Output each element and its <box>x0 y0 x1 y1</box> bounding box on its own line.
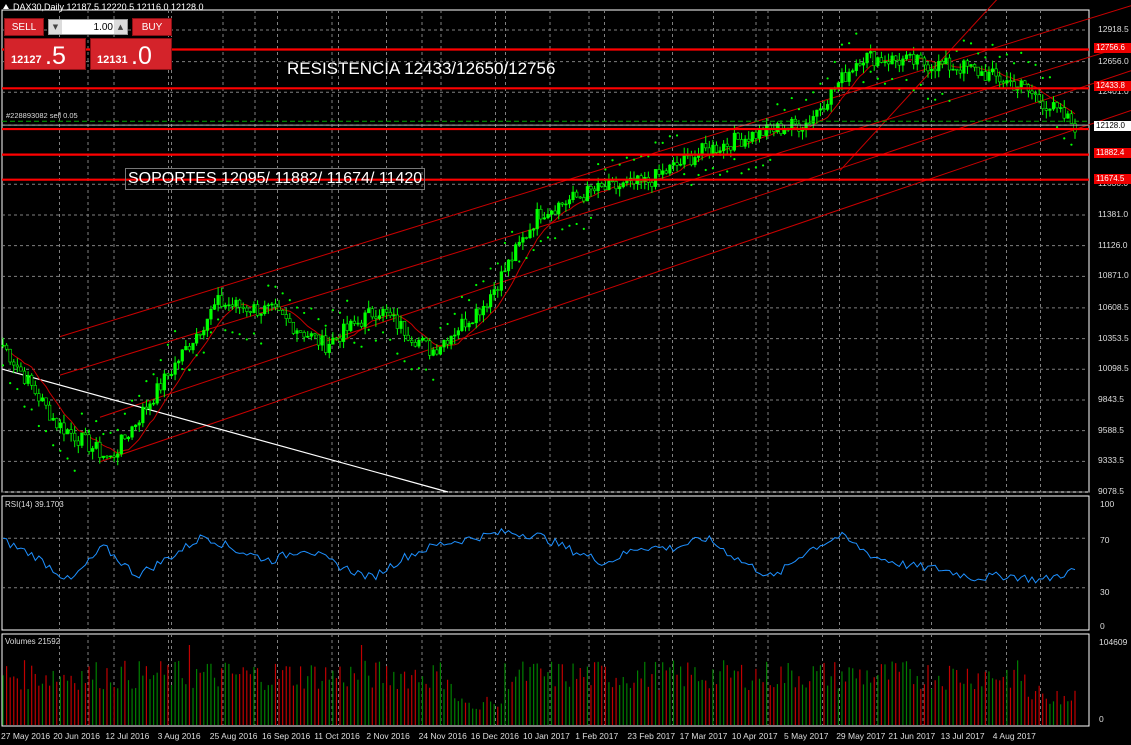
time-axis-label: 10 Apr 2017 <box>731 731 778 741</box>
lot-size-stepper[interactable]: ▼ ▲ <box>48 19 128 35</box>
time-axis-label: 3 Aug 2016 <box>157 731 201 741</box>
chart-title: DAX30,Daily 12187.5 12220.5 12116.0 1212… <box>3 2 204 12</box>
buy-button[interactable]: BUY <box>132 18 172 36</box>
time-axis-label: 10 Jan 2017 <box>523 731 570 741</box>
price-axis-label: 10871.0 <box>1098 270 1129 281</box>
regression-channel <box>59 0 1131 463</box>
rsi-axis-label: 30 <box>1100 587 1110 597</box>
grid <box>2 10 1089 726</box>
price-axis-label: 9588.5 <box>1098 424 1124 435</box>
time-axis-label: 12 Jul 2016 <box>105 731 150 741</box>
time-axis-label: 11 Oct 2016 <box>314 731 360 741</box>
price-axis-label: 12656.0 <box>1098 55 1129 66</box>
price-tag: 12128.0 <box>1094 121 1131 131</box>
buy-price-pips: .0 <box>131 42 152 70</box>
price-tag: 11674.5 <box>1094 174 1131 184</box>
rsi-label: RSI(14) 39.1703 <box>5 500 64 509</box>
price-tag: 12756.6 <box>1094 43 1131 53</box>
candles <box>1 44 1077 466</box>
downtrend-line <box>1 368 449 493</box>
rsi-line <box>2 527 1076 584</box>
price-axis-label: 9333.5 <box>1098 455 1124 466</box>
price-tag: 12433.8 <box>1094 81 1131 91</box>
increase-lot-icon[interactable]: ▲ <box>114 20 127 34</box>
price-axis-label: 11126.0 <box>1098 239 1128 250</box>
price-axis-label: 11381.0 <box>1098 208 1129 219</box>
rsi-axis-label: 70 <box>1100 535 1110 545</box>
open-order-label: #228893082 sell 0.05 <box>6 111 78 120</box>
buy-price-button[interactable]: 12131 .0 <box>90 38 172 70</box>
price-tag: 11882.4 <box>1094 148 1131 158</box>
price-axis-label: 10098.5 <box>1098 363 1129 374</box>
time-axis-label: 5 May 2017 <box>784 731 829 741</box>
lot-size-input[interactable] <box>63 20 115 34</box>
buy-price-main: 12131 <box>97 54 128 66</box>
time-axis-label: 4 Aug 2017 <box>992 731 1036 741</box>
price-axis-label: 10608.5 <box>1098 301 1129 312</box>
time-axis-label: 29 May 2017 <box>836 731 886 741</box>
sell-price-button[interactable]: 12127 .5 <box>4 38 86 70</box>
decrease-lot-icon[interactable]: ▼ <box>49 20 62 34</box>
volumes-label: Volumes 21592 <box>5 637 61 646</box>
rsi-axis-label: 0 <box>1100 621 1105 631</box>
time-axis-label: 25 Aug 2016 <box>209 731 258 741</box>
time-axis-label: 17 Mar 2017 <box>679 731 728 741</box>
time-axis-label: 27 May 2016 <box>1 731 51 741</box>
price-axis-label: 12918.5 <box>1098 24 1129 34</box>
volume-axis-label: 0 <box>1099 714 1104 724</box>
collapse-triangle-icon[interactable] <box>3 4 9 9</box>
sell-price-pips: .5 <box>45 42 66 70</box>
symbol-ohlc-text: DAX30,Daily 12187.5 12220.5 12116.0 1212… <box>13 2 204 12</box>
time-axis-label: 2 Nov 2016 <box>366 731 410 741</box>
price-axis-label: 9843.5 <box>1098 393 1124 404</box>
one-click-trading-panel: SELL ▼ ▲ BUY 12127 .5 12131 .0 <box>4 18 172 70</box>
parabolic-sar <box>1 32 1073 472</box>
price-axis-label: 12401.0 <box>1098 86 1129 97</box>
time-axis-label: 20 Jun 2016 <box>53 731 100 741</box>
time-axis-label: 1 Feb 2017 <box>575 731 619 741</box>
price-axis-label: 10353.5 <box>1098 332 1129 343</box>
sell-button[interactable]: SELL <box>4 18 44 36</box>
time-axis-label: 21 Jun 2017 <box>888 731 936 741</box>
price-axis-label: 9078.5 <box>1098 486 1124 496</box>
time-axis-label: 13 Jul 2017 <box>940 731 985 741</box>
time-axis-label: 16 Sep 2016 <box>262 731 311 741</box>
moving-average <box>2 57 1076 454</box>
time-axis-label: 24 Nov 2016 <box>418 731 467 741</box>
time-axis-label: 16 Dec 2016 <box>470 731 519 741</box>
volume-axis-label: 104609 <box>1099 637 1128 647</box>
time-axis-label: 23 Feb 2017 <box>627 731 676 741</box>
supports-annotation[interactable]: SOPORTES 12095/ 11882/ 11674/ 11420 <box>125 168 426 190</box>
resistance-annotation[interactable]: RESISTENCIA 12433/12650/12756 <box>287 59 556 78</box>
rsi-axis-label: 100 <box>1100 499 1115 509</box>
volume-bars <box>2 645 1076 725</box>
sell-price-main: 12127 <box>11 54 42 66</box>
